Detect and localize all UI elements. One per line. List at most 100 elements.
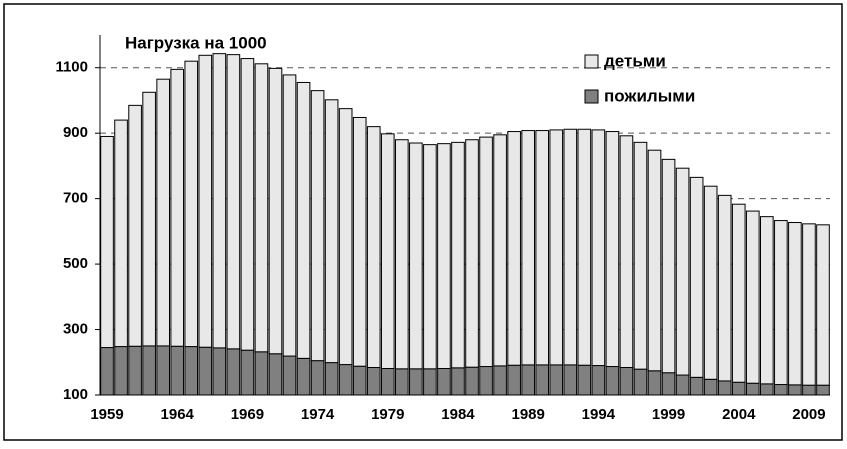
bar-segment [268,67,283,355]
bar-segment [493,134,507,367]
bar-segment [689,376,704,396]
bar-segment [675,167,690,376]
bar-segment [816,224,830,386]
bar-segment [465,366,479,396]
bar-segment [521,130,535,366]
bar-segment [535,364,550,396]
bar-segment [142,91,156,347]
x-tick-label: 1989 [511,406,544,423]
bar-segment [661,158,676,374]
x-tick-label: 1964 [161,406,195,423]
bar-segment [395,139,409,370]
bar-segment [226,348,241,396]
bar-segment [563,128,578,366]
bar-segment [816,384,830,396]
bar-segment [170,345,185,396]
bar-segment [268,353,283,396]
bar-segment [366,126,381,369]
bar-segment [647,370,662,396]
bar-segment [114,346,128,396]
bar-segment [619,135,634,369]
bar-segment [563,364,578,396]
bar-segment [591,129,606,367]
bar-segment [493,365,507,396]
bar-segment [395,368,409,396]
bar-segment [703,185,718,380]
bar-segment [535,130,550,366]
bar-segment [788,384,802,396]
bar-segment [577,364,592,396]
bar-segment [114,119,128,348]
bar-segment [507,364,521,396]
bar-segment [409,368,423,396]
bar-segment [717,380,732,396]
bar-segment [254,351,269,396]
bar-segment [745,210,760,384]
bar-segment [760,216,774,385]
bar-segment [212,53,227,349]
bar-segment [619,367,634,396]
bar-segment [521,364,535,396]
bar-segment [184,346,199,396]
legend-swatch [584,89,599,104]
bar-segment [212,347,227,396]
bar-segment [507,131,521,366]
bar-segment [549,129,564,366]
bar-segment [142,345,156,396]
y-tick-label: 700 [63,190,88,207]
bar-segment [380,133,395,369]
bar-segment [198,346,213,396]
bar-segment [731,381,746,396]
bar-segment [479,366,493,396]
bar-segment [338,108,353,366]
bar-segment [324,362,339,396]
bar-segment [380,367,395,396]
legend-swatch [584,54,599,69]
bar-segment [282,74,297,357]
y-tick-label: 900 [63,124,88,141]
bar-segment [802,223,816,386]
bar-segment [689,176,704,378]
bar-segment [605,131,620,368]
bar-segment [774,220,788,386]
bar-segment [170,68,185,347]
legend-label: пожилыми [604,86,695,105]
bar-segment [352,365,367,396]
chart-title: Нагрузка на 1000 [125,33,267,52]
x-tick-label: 1984 [441,406,475,423]
bar-segment [661,372,676,396]
bar-segment [100,347,114,396]
bar-segment [254,63,269,353]
bar-segment [156,78,170,347]
x-tick-label: 2004 [722,406,756,423]
bar-segment [296,357,311,396]
bar-segment [352,116,367,367]
bar-segment [366,367,381,396]
bar-segment [451,367,465,396]
bar-segment [802,384,816,396]
bar-segment [605,366,620,396]
bar-segment [549,364,564,396]
bar-segment [240,349,255,396]
x-tick-label: 1994 [582,406,616,423]
bar-segment [423,368,437,396]
bar-segment [717,194,732,382]
x-tick-label: 1959 [90,406,123,423]
bar-segment [788,222,802,386]
y-tick-label: 100 [63,386,88,403]
bar-segment [647,149,662,372]
bar-segment [198,54,213,348]
bar-segment [731,203,746,383]
bar-segment [577,128,592,366]
x-tick-label: 1969 [231,406,264,423]
x-tick-label: 2009 [792,406,825,423]
bar-segment [591,365,606,396]
bar-segment [156,345,170,396]
bar-segment [774,384,788,396]
bar-segment [226,54,241,350]
bar-segment [282,355,297,396]
y-tick-label: 300 [63,321,88,338]
bar-segment [296,81,311,359]
y-tick-label: 500 [63,255,88,272]
